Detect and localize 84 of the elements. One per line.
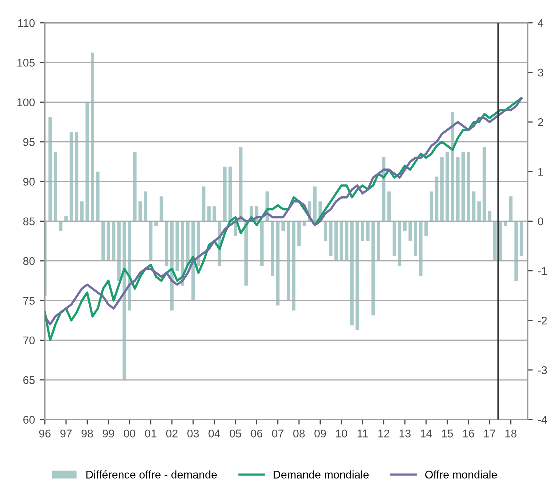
x-tick-label: 97 <box>60 430 72 438</box>
y-tick-label: 80 <box>24 257 35 266</box>
x-tick-label: 96 <box>39 430 51 438</box>
bar <box>64 216 68 222</box>
x-tick-label: 17 <box>484 430 496 438</box>
y2-tick-label: -3 <box>538 366 548 374</box>
legend-label: Différence offre - demande <box>86 470 217 479</box>
x-tick-label: 06 <box>251 430 263 438</box>
x-tick-label: 11 <box>358 430 368 438</box>
bar <box>170 221 174 311</box>
x-tick-label: 00 <box>124 430 136 438</box>
x-tick-label: 18 <box>506 430 517 438</box>
x-tick-label: 09 <box>314 430 326 438</box>
y-tick-label: 110 <box>18 19 35 28</box>
x-tick-label: 13 <box>400 430 411 438</box>
y2-tick-label: -1 <box>538 267 548 276</box>
y-tick-label: 65 <box>24 376 35 384</box>
y-tick-label: 85 <box>24 218 35 226</box>
y2-tick-label: -2 <box>538 316 548 325</box>
y-tick-label: 105 <box>18 59 35 67</box>
bar <box>165 221 169 266</box>
bar <box>451 112 455 222</box>
bar <box>504 221 508 226</box>
bar <box>440 156 444 222</box>
y2-tick-label: 4 <box>538 19 544 28</box>
bar <box>260 221 264 266</box>
x-tick-label: 02 <box>166 430 178 438</box>
bar <box>298 221 301 246</box>
bar <box>478 202 481 222</box>
x-tick-label: 16 <box>463 430 474 438</box>
bar <box>414 221 418 256</box>
bar <box>160 196 164 222</box>
x-tick-label: 07 <box>272 430 284 438</box>
x-tick-label: 08 <box>294 430 305 438</box>
legend-label: Offre mondiale <box>425 470 498 479</box>
y-tick-label: 60 <box>24 416 35 424</box>
x-tick-label: 12 <box>378 430 390 438</box>
y2-tick-label: 0 <box>538 218 544 226</box>
y-tick-label: 95 <box>24 138 35 146</box>
bar <box>208 206 211 222</box>
bar <box>196 221 200 266</box>
bar <box>334 221 338 262</box>
y-tick-label: 70 <box>24 336 35 345</box>
bar <box>154 221 158 226</box>
x-tick-label: 10 <box>336 430 348 438</box>
bar <box>54 152 58 222</box>
bar <box>80 202 84 222</box>
bar <box>244 221 248 286</box>
bar <box>350 221 354 326</box>
bar <box>48 117 52 222</box>
x-tick-label: 03 <box>188 430 200 438</box>
bar <box>128 221 132 311</box>
x-tick-label: 04 <box>208 430 220 438</box>
bar <box>271 221 274 276</box>
y2-tick-label: 2 <box>538 118 544 126</box>
bar <box>520 221 524 256</box>
bar <box>324 221 328 242</box>
bar <box>91 52 94 222</box>
bar <box>514 221 518 281</box>
y-tick-label: 100 <box>18 98 35 107</box>
y2-tick-label: 3 <box>538 68 544 77</box>
y2-tick-label: 1 <box>538 168 544 176</box>
x-tick-label: 05 <box>230 430 242 438</box>
bar <box>467 152 470 222</box>
bar <box>361 221 364 242</box>
x-tick-label: 15 <box>442 430 454 438</box>
bar <box>388 192 391 222</box>
x-tick-label: 01 <box>145 430 157 438</box>
bar <box>286 221 290 301</box>
x-tick-label: 98 <box>82 430 94 438</box>
bar <box>102 221 106 262</box>
bar <box>509 196 513 222</box>
bar <box>403 221 407 232</box>
y2-tick-label: -4 <box>538 416 548 424</box>
y-tick-label: 90 <box>24 178 35 186</box>
x-tick-label: 14 <box>421 430 432 438</box>
legend-label: Demande mondiale <box>274 470 369 479</box>
bar <box>376 221 380 262</box>
bar <box>424 221 428 236</box>
bar <box>493 221 497 262</box>
bar <box>144 192 148 222</box>
x-tick-label: 99 <box>102 430 114 438</box>
y-tick-label: 75 <box>24 297 35 305</box>
bar <box>118 221 121 281</box>
